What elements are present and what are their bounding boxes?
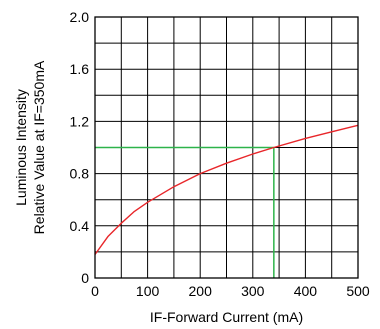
y-tick-label: 1.6 bbox=[70, 61, 90, 77]
x-tick-labels: 0 100 200 300 400 500 bbox=[91, 283, 370, 299]
y-tick-label: 1.2 bbox=[70, 113, 90, 129]
x-axis-label: IF-Forward Current (mA) bbox=[150, 309, 303, 325]
x-tick-label: 200 bbox=[189, 283, 213, 299]
y-axis-label-line-1: Luminous Intensity bbox=[13, 89, 29, 206]
y-tick-label: 0 bbox=[81, 270, 89, 286]
plot-frame bbox=[94, 16, 359, 279]
y-tick-label: 2.0 bbox=[70, 9, 90, 25]
x-tick-label: 0 bbox=[91, 283, 99, 299]
y-tick-label: 0.4 bbox=[70, 218, 90, 234]
x-tick-label: 300 bbox=[241, 283, 265, 299]
x-tick-label: 400 bbox=[294, 283, 318, 299]
reference-lines bbox=[95, 146, 275, 278]
x-tick-label: 500 bbox=[346, 283, 370, 299]
series-line bbox=[94, 124, 359, 255]
y-tick-labels: 0 0.4 0.8 1.2 1.6 2.0 bbox=[70, 9, 90, 286]
y-axis-label-line-2: Relative Value at IF=350mA bbox=[31, 60, 47, 234]
y-tick-label: 0.8 bbox=[70, 166, 90, 182]
series-layer bbox=[94, 124, 359, 255]
x-tick-label: 100 bbox=[136, 283, 160, 299]
